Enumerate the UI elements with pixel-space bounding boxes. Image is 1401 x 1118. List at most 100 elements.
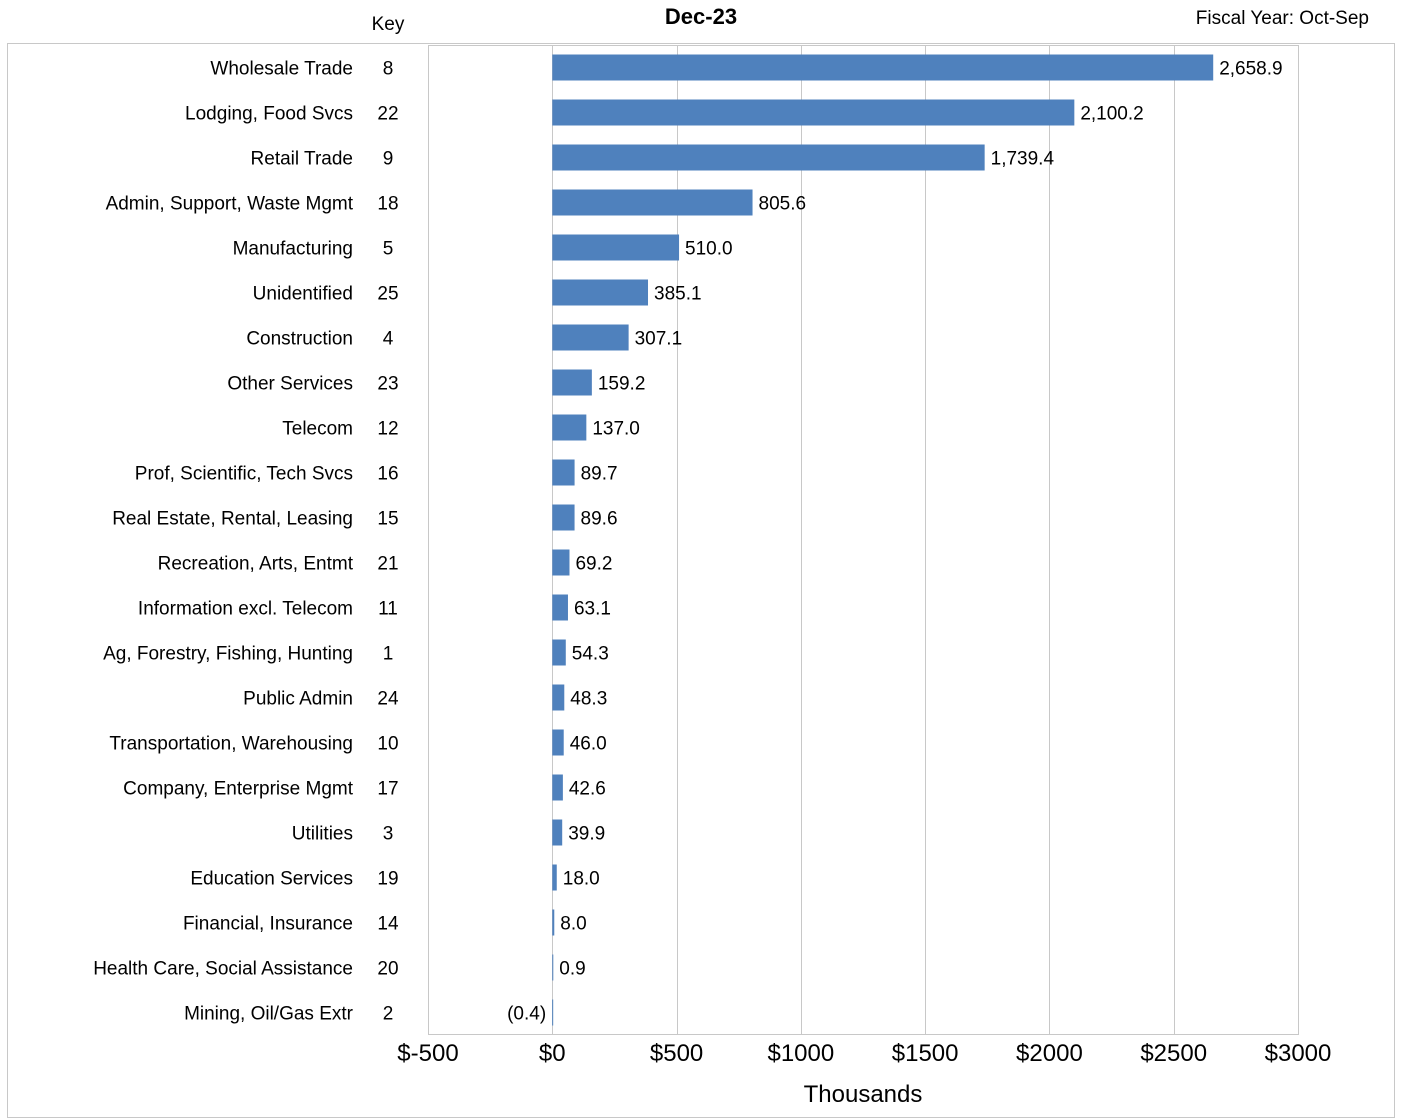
data-label: 89.6 bbox=[581, 509, 618, 530]
data-label: 510.0 bbox=[685, 239, 733, 260]
bar bbox=[552, 324, 629, 351]
data-label: 39.9 bbox=[568, 824, 605, 845]
data-label: 63.1 bbox=[574, 599, 611, 620]
category-label: Recreation, Arts, Entmt bbox=[158, 554, 354, 575]
key-label: 24 bbox=[377, 689, 399, 710]
key-label: 15 bbox=[377, 509, 398, 530]
x-axis-title: Thousands bbox=[804, 1081, 923, 1108]
data-label: 1,739.4 bbox=[991, 149, 1055, 170]
key-label: 23 bbox=[377, 374, 398, 395]
data-label: 805.6 bbox=[759, 194, 807, 215]
bar bbox=[552, 909, 555, 936]
key-label: 25 bbox=[377, 284, 398, 305]
bar bbox=[552, 999, 554, 1026]
bar bbox=[552, 819, 563, 846]
data-label: 307.1 bbox=[635, 329, 683, 350]
bar bbox=[552, 369, 592, 396]
data-label: 0.9 bbox=[559, 959, 585, 980]
bar bbox=[552, 459, 575, 486]
x-tick-label: $2500 bbox=[1140, 1040, 1207, 1067]
category-label: Lodging, Food Svcs bbox=[185, 104, 353, 125]
category-label: Health Care, Social Assistance bbox=[93, 959, 353, 980]
key-label: 19 bbox=[377, 869, 398, 890]
category-label: Transportation, Warehousing bbox=[109, 734, 353, 755]
category-label: Other Services bbox=[227, 374, 353, 395]
bar bbox=[552, 504, 575, 531]
key-label: 18 bbox=[377, 194, 398, 215]
data-label: 42.6 bbox=[569, 779, 606, 800]
category-label: Telecom bbox=[282, 419, 353, 440]
bar bbox=[552, 864, 557, 891]
key-label: 22 bbox=[377, 104, 398, 125]
bars: 2,658.9 2,100.2 1,739.4 805.6 510.0 385.1 307.… bbox=[507, 54, 1283, 1026]
data-label: (0.4) bbox=[507, 1004, 546, 1025]
bar bbox=[552, 414, 587, 441]
bar bbox=[552, 144, 985, 171]
key-label: 4 bbox=[383, 329, 394, 350]
data-label: 159.2 bbox=[598, 374, 646, 395]
data-label: 8.0 bbox=[560, 914, 586, 935]
data-label: 2,658.9 bbox=[1219, 59, 1282, 80]
data-label: 2,100.2 bbox=[1080, 104, 1143, 125]
x-tick-label: $0 bbox=[539, 1040, 566, 1067]
category-label: Manufacturing bbox=[233, 239, 353, 260]
fiscal-year-label: Fiscal Year: Oct-Sep bbox=[1196, 8, 1369, 29]
key-label: 11 bbox=[378, 599, 398, 620]
bar bbox=[552, 639, 566, 666]
category-label: Real Estate, Rental, Leasing bbox=[112, 509, 353, 530]
bar bbox=[552, 54, 1214, 81]
bar bbox=[552, 99, 1075, 126]
chart-title: Dec-23 bbox=[665, 4, 737, 29]
category-label: Construction bbox=[246, 329, 353, 350]
key-label: 14 bbox=[377, 914, 399, 935]
key-label: 20 bbox=[377, 959, 398, 980]
category-label: Unidentified bbox=[253, 284, 353, 305]
x-tick-label: $500 bbox=[650, 1040, 703, 1067]
bar bbox=[552, 729, 564, 756]
data-label: 385.1 bbox=[654, 284, 702, 305]
x-tick-label: $3000 bbox=[1265, 1040, 1332, 1067]
data-label: 46.0 bbox=[570, 734, 607, 755]
category-label: Public Admin bbox=[243, 689, 353, 710]
key-label: 9 bbox=[383, 149, 394, 170]
data-label: 48.3 bbox=[570, 689, 607, 710]
key-label: 16 bbox=[377, 464, 398, 485]
category-label: Information excl. Telecom bbox=[138, 599, 353, 620]
category-label: Mining, Oil/Gas Extr bbox=[184, 1004, 354, 1025]
key-label: 8 bbox=[383, 59, 394, 80]
x-tick-label: $-500 bbox=[397, 1040, 458, 1067]
bar bbox=[552, 549, 570, 576]
x-tick-label: $2000 bbox=[1016, 1040, 1083, 1067]
x-axis-ticks: $-500 $0 $500 $1000 $1500 $2000 $2500 $3000 bbox=[397, 1040, 1331, 1067]
x-tick-label: $1500 bbox=[892, 1040, 959, 1067]
bar bbox=[552, 774, 563, 801]
category-label: Ag, Forestry, Fishing, Hunting bbox=[103, 644, 353, 665]
key-label: 10 bbox=[377, 734, 398, 755]
category-label: Company, Enterprise Mgmt bbox=[123, 779, 354, 800]
data-label: 18.0 bbox=[563, 869, 600, 890]
key-label: 12 bbox=[377, 419, 398, 440]
category-label: Education Services bbox=[190, 869, 353, 890]
bar bbox=[552, 954, 554, 981]
bar bbox=[552, 594, 568, 621]
category-label: Wholesale Trade bbox=[210, 59, 353, 80]
category-label: Prof, Scientific, Tech Svcs bbox=[135, 464, 353, 485]
key-label: 5 bbox=[383, 239, 394, 260]
key-label: 3 bbox=[383, 824, 394, 845]
category-label: Admin, Support, Waste Mgmt bbox=[106, 194, 354, 215]
key-label: 21 bbox=[377, 554, 398, 575]
bar bbox=[552, 279, 649, 306]
category-labels: Wholesale Trade 8 Lodging, Food Svcs 22 Reta… bbox=[93, 59, 399, 1025]
key-label: 17 bbox=[377, 779, 398, 800]
data-label: 89.7 bbox=[581, 464, 618, 485]
category-label: Retail Trade bbox=[251, 149, 353, 170]
bar bbox=[552, 684, 565, 711]
category-label: Financial, Insurance bbox=[183, 914, 353, 935]
key-header: Key bbox=[372, 14, 405, 35]
bar bbox=[552, 189, 753, 216]
data-label: 54.3 bbox=[572, 644, 609, 665]
data-label: 137.0 bbox=[592, 419, 640, 440]
category-label: Utilities bbox=[292, 824, 353, 845]
key-label: 2 bbox=[383, 1004, 394, 1025]
